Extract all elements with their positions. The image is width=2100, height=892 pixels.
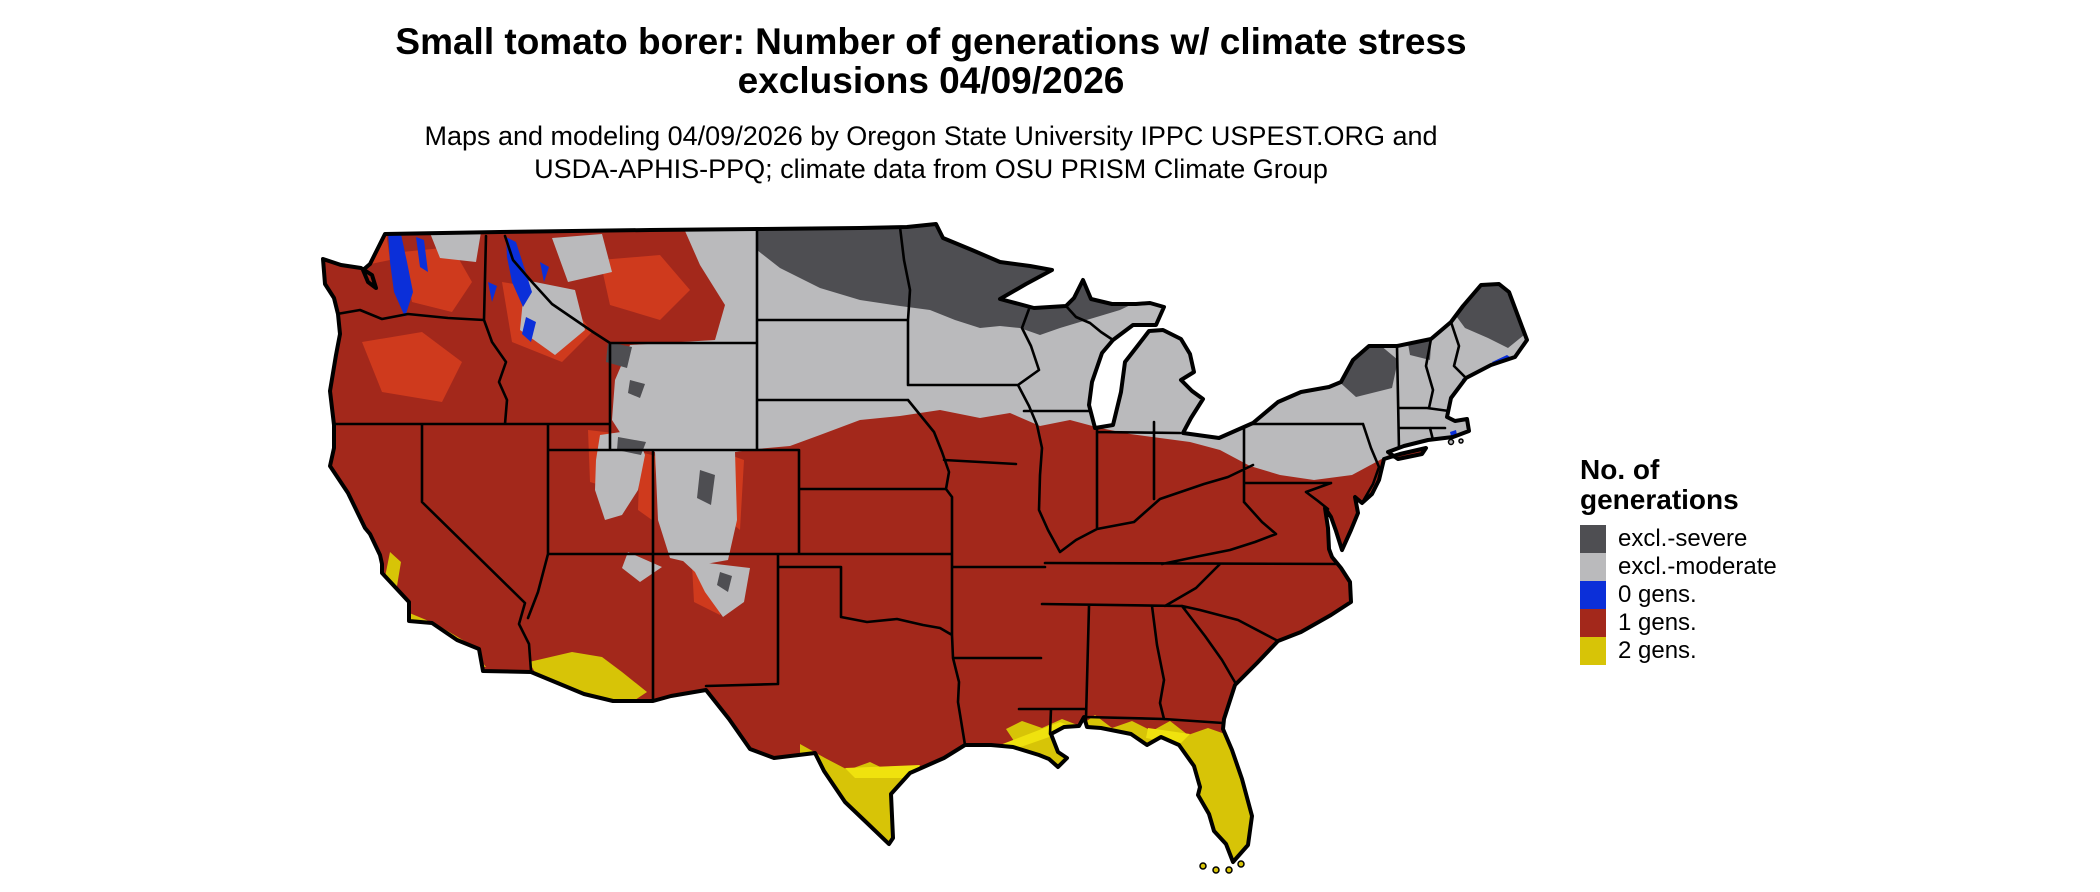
chart-subtitle: Maps and modeling 04/09/2026 by Oregon S… [0, 120, 1862, 186]
state-borders [331, 225, 1468, 747]
florida-keys [1199, 860, 1245, 874]
us-choropleth-map [321, 222, 1529, 874]
legend-item-excl-severe: excl.-severe [1580, 525, 1900, 553]
legend-swatch-2-gens [1580, 637, 1606, 665]
region-2-gens-bright-edge [845, 722, 1190, 778]
legend-title: No. of generations [1580, 455, 1900, 515]
legend-item-2-gens: 2 gens. [1580, 637, 1900, 665]
chart-subtitle-line2: USDA-APHIS-PPQ; climate data from OSU PR… [534, 154, 1328, 184]
cape-cod-islands [1447, 438, 1464, 446]
chart-subtitle-line1: Maps and modeling 04/09/2026 by Oregon S… [424, 121, 1438, 151]
chart-title-line2: exclusions 04/09/2026 [737, 60, 1125, 101]
chart-title: Small tomato borer: Number of generation… [0, 22, 1862, 100]
legend-rows: excl.-severe excl.-moderate 0 gens. 1 ge… [1580, 525, 1900, 665]
legend-label-0-gens: 0 gens. [1618, 581, 1697, 608]
legend-label-1-gens: 1 gens. [1618, 609, 1697, 636]
legend-label-2-gens: 2 gens. [1618, 637, 1697, 664]
legend-swatch-excl-severe [1580, 525, 1606, 553]
legend-title-line2: generations [1580, 484, 1739, 515]
legend-item-1-gens: 1 gens. [1580, 609, 1900, 637]
legend-label-excl-moderate: excl.-moderate [1618, 553, 1777, 580]
legend-item-0-gens: 0 gens. [1580, 581, 1900, 609]
legend-item-excl-moderate: excl.-moderate [1580, 553, 1900, 581]
legend-swatch-0-gens [1580, 581, 1606, 609]
legend-title-line1: No. of [1580, 454, 1660, 485]
legend-swatch-1-gens [1580, 609, 1606, 637]
legend: No. of generations excl.-severe excl.-mo… [1580, 455, 1900, 665]
legend-swatch-excl-moderate [1580, 553, 1606, 581]
legend-label-excl-severe: excl.-severe [1618, 525, 1748, 552]
chart-title-line1: Small tomato borer: Number of generation… [395, 21, 1467, 62]
